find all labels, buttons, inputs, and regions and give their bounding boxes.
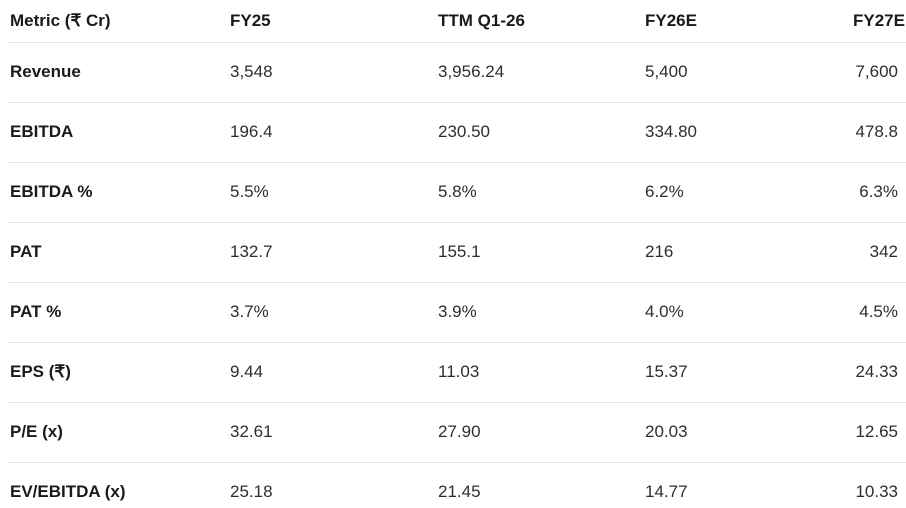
row-label: EBITDA % <box>8 162 228 223</box>
row-label: EV/EBITDA (x) <box>8 462 228 508</box>
cell-value: 342 <box>851 222 906 283</box>
cell-value: 4.5% <box>851 282 906 343</box>
cell-value: 3.9% <box>436 282 643 343</box>
cell-value: 6.2% <box>643 162 851 223</box>
table-header-row: Metric (₹ Cr) FY25 TTM Q1-26 FY26E FY27E <box>8 0 906 43</box>
cell-value: 132.7 <box>228 222 436 283</box>
row-label: PAT <box>8 222 228 283</box>
cell-value: 10.33 <box>851 462 906 508</box>
cell-value: 478.8 <box>851 102 906 163</box>
cell-value: 32.61 <box>228 402 436 463</box>
cell-value: 11.03 <box>436 342 643 403</box>
cell-value: 216 <box>643 222 851 283</box>
cell-value: 155.1 <box>436 222 643 283</box>
cell-value: 4.0% <box>643 282 851 343</box>
table-row-pat-pct: PAT % 3.7% 3.9% 4.0% 4.5% <box>8 282 906 343</box>
table-row-pe: P/E (x) 32.61 27.90 20.03 12.65 <box>8 402 906 463</box>
cell-value: 15.37 <box>643 342 851 403</box>
row-label: EPS (₹) <box>8 342 228 403</box>
cell-value: 3.7% <box>228 282 436 343</box>
cell-value: 5,400 <box>643 42 851 103</box>
table-row-revenue: Revenue 3,548 3,956.24 5,400 7,600 <box>8 42 906 103</box>
row-label: Revenue <box>8 42 228 103</box>
cell-value: 196.4 <box>228 102 436 163</box>
column-header-metric: Metric (₹ Cr) <box>8 0 228 43</box>
cell-value: 3,548 <box>228 42 436 103</box>
row-label: P/E (x) <box>8 402 228 463</box>
cell-value: 334.80 <box>643 102 851 163</box>
cell-value: 27.90 <box>436 402 643 463</box>
row-label: EBITDA <box>8 102 228 163</box>
table-row-pat: PAT 132.7 155.1 216 342 <box>8 222 906 283</box>
cell-value: 24.33 <box>851 342 906 403</box>
cell-value: 9.44 <box>228 342 436 403</box>
cell-value: 5.5% <box>228 162 436 223</box>
row-label: PAT % <box>8 282 228 343</box>
column-header-fy27e: FY27E <box>851 0 906 43</box>
financial-metrics-table: Metric (₹ Cr) FY25 TTM Q1-26 FY26E FY27E… <box>8 0 906 508</box>
table-row-ebitda: EBITDA 196.4 230.50 334.80 478.8 <box>8 102 906 163</box>
cell-value: 230.50 <box>436 102 643 163</box>
table-row-eps: EPS (₹) 9.44 11.03 15.37 24.33 <box>8 342 906 403</box>
cell-value: 12.65 <box>851 402 906 463</box>
cell-value: 6.3% <box>851 162 906 223</box>
column-header-ttm-q1-26: TTM Q1-26 <box>436 0 643 43</box>
cell-value: 20.03 <box>643 402 851 463</box>
cell-value: 14.77 <box>643 462 851 508</box>
cell-value: 7,600 <box>851 42 906 103</box>
column-header-fy25: FY25 <box>228 0 436 43</box>
table-row-ev-ebitda: EV/EBITDA (x) 25.18 21.45 14.77 10.33 <box>8 462 906 508</box>
cell-value: 3,956.24 <box>436 42 643 103</box>
cell-value: 25.18 <box>228 462 436 508</box>
column-header-fy26e: FY26E <box>643 0 851 43</box>
cell-value: 5.8% <box>436 162 643 223</box>
cell-value: 21.45 <box>436 462 643 508</box>
table-row-ebitda-pct: EBITDA % 5.5% 5.8% 6.2% 6.3% <box>8 162 906 223</box>
